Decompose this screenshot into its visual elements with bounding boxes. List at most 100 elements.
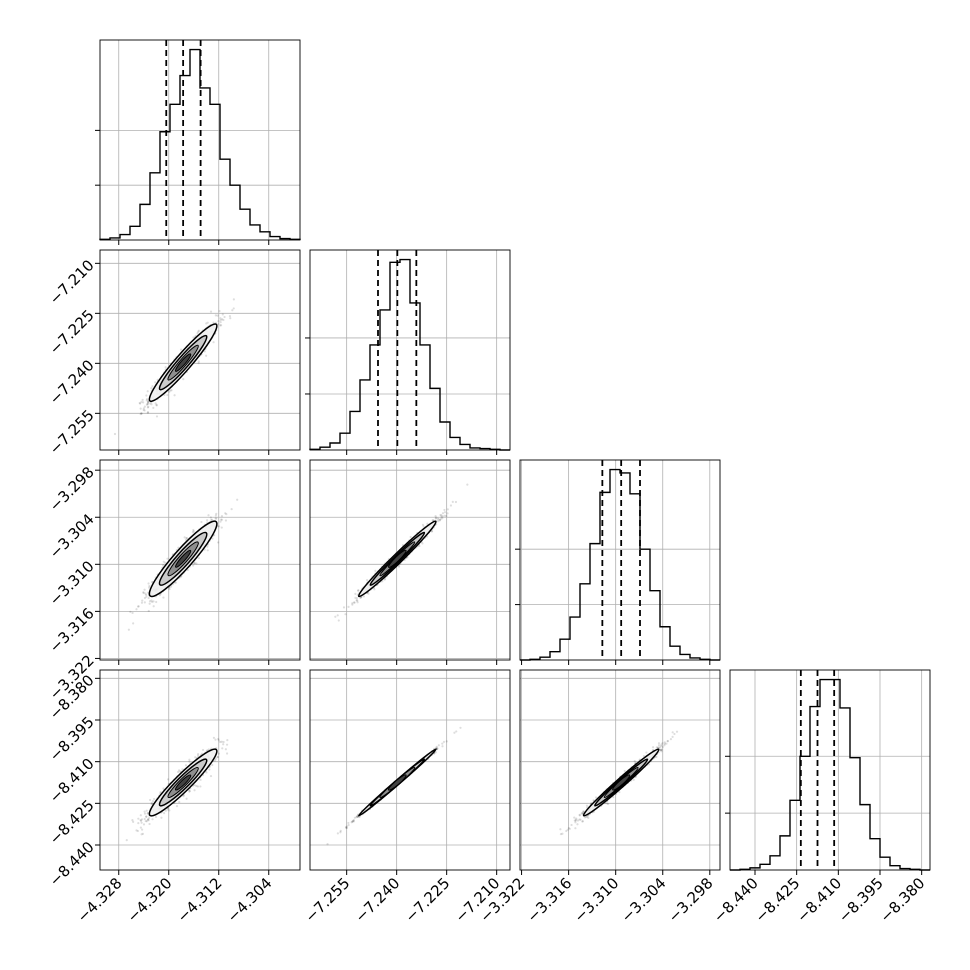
scatter-point [146,811,149,815]
panel-2-1 [334,483,469,622]
panel-frame [99,249,301,451]
y-tick-label-param-1-2: −7.225 [46,306,98,358]
scatter-point [347,605,350,608]
scatter-point [146,812,149,815]
scatter-point [170,389,173,392]
scatter-point [455,730,458,733]
scatter-point [435,745,438,748]
scatter-point [362,595,366,598]
scatter-point [169,585,173,588]
scatter-point [347,823,350,827]
scatter-point [438,518,442,522]
scatter-point [663,744,666,747]
scatter-point [356,601,359,604]
scatter-point [209,310,213,313]
scatter-point [326,842,329,846]
contour-level-3 [175,549,192,568]
scatter-point [151,818,154,821]
panel-3-0 [125,736,229,842]
scatter-point [431,519,434,522]
scatter-point [217,319,220,323]
scatter-point [229,317,232,320]
scatter-point [142,407,145,410]
scatter-point [224,512,227,515]
scatter-point [195,784,198,788]
scatter-point [163,812,166,815]
scatter-point [152,605,155,608]
scatter-point [660,743,663,746]
scatter-point [219,520,222,523]
scatter-point [188,790,191,793]
scatter-point [125,839,128,842]
scatter-point [205,771,208,774]
scatter-point [587,816,590,819]
scatter-point [140,818,144,821]
scatter-point [147,819,150,822]
scatter-point [336,832,339,835]
scatter-point [211,763,214,767]
scatter-point [209,774,213,778]
scatter-point [443,514,446,517]
scatter-point [221,747,224,750]
scatter-point [214,759,217,762]
scatter-point [216,314,219,317]
contour-level-3 [388,549,407,568]
scatter-point [192,528,195,532]
scatter-point [351,819,355,823]
scatter-point [339,831,342,834]
scatter-point [145,403,149,406]
y-tick-label-param-1-3: −7.210 [46,256,98,308]
scatter-point [219,317,222,320]
scatter-point [357,589,360,592]
scatter-point [439,518,442,521]
scatter-point [160,816,163,819]
scatter-point [166,808,169,811]
scatter-point [214,514,217,517]
scatter-point [146,401,150,404]
y-tick-label-param-2-3: −3.304 [46,510,98,562]
scatter-point [195,562,198,565]
scatter-point [146,390,149,393]
scatter-point [145,399,148,402]
scatter-point [352,820,356,823]
scatter-point [342,606,346,609]
scatter-point [141,398,144,401]
scatter-point [193,783,196,787]
scatter-point [166,557,169,560]
panel-frame [99,459,301,661]
scatter-point [651,746,655,749]
scatter-point [231,309,234,312]
scatter-point [206,549,209,552]
scatter-point [451,500,454,503]
scatter-point [113,432,117,436]
scatter-point [139,412,142,416]
scatter-point [155,403,158,406]
scatter-point [143,405,147,408]
histogram-param-3 [730,678,930,871]
scatter-point [217,739,220,742]
panel-frame [309,249,511,451]
scatter-point [422,525,425,528]
scatter-point [147,596,150,600]
scatter-point [194,756,197,759]
contour-level-3 [174,774,192,791]
scatter-point [188,758,191,761]
scatter-point [182,378,185,381]
scatter-point [655,755,658,758]
scatter-point [441,745,444,748]
scatter-point [659,749,662,752]
scatter-point [217,752,220,755]
scatter-point [149,402,152,405]
scatter-point [337,619,340,622]
scatter-point [149,798,152,802]
scatter-point [434,746,438,749]
scatter-point [207,514,210,517]
scatter-point [143,810,146,813]
scatter-point [197,752,200,756]
scatter-point [436,520,440,523]
scatter-point [221,313,224,316]
scatter-point [219,740,222,744]
scatter-point [175,805,179,808]
scatter-point [137,817,140,820]
